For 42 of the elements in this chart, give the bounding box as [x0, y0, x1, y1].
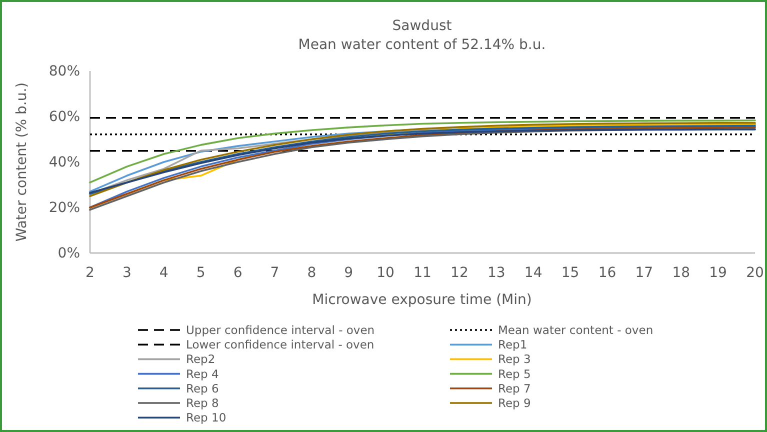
legend-label: Rep2: [186, 352, 216, 366]
x-tick-label: 17: [635, 264, 654, 281]
y-axis-title: Water content (% b.u.): [14, 82, 30, 242]
x-tick-label: 18: [672, 264, 690, 281]
legend-label: Lower confidence interval - oven: [186, 338, 374, 352]
legend-label: Rep 7: [498, 381, 531, 396]
line-series: [89, 119, 756, 184]
legend-label: Mean water content - oven: [498, 323, 654, 337]
y-tick-label: 0%: [58, 245, 80, 262]
chart-subtitle: Mean water content of 52.14% b.u.: [298, 37, 546, 53]
legend-label: Rep 10: [186, 410, 226, 425]
x-tick-label: 8: [307, 264, 316, 281]
legend-label: Rep 6: [186, 381, 219, 396]
legend-label: Upper confidence interval - oven: [186, 323, 375, 337]
x-tick-label: 3: [122, 264, 132, 281]
y-tick-label: 60%: [48, 108, 80, 125]
legend-label: Rep 5: [498, 366, 531, 381]
x-tick-label: 10: [376, 264, 394, 281]
legend-label: Rep 8: [186, 396, 219, 410]
x-axis-title: Microwave exposure time (Min): [312, 292, 532, 308]
x-tick-label: 11: [414, 264, 432, 281]
legend-label: Rep 3: [498, 352, 531, 366]
y-tick-label: 40%: [48, 154, 80, 170]
legend-label: Rep 4: [186, 366, 219, 381]
x-tick-label: 16: [598, 264, 616, 281]
x-tick-label: 6: [233, 264, 242, 281]
x-tick-label: 14: [524, 264, 542, 281]
y-tick-label: 20%: [48, 200, 80, 216]
chart-title: Sawdust: [392, 18, 452, 34]
x-tick-label: 9: [344, 264, 354, 281]
legend-label: Rep1: [498, 338, 528, 352]
x-tick-label: 13: [487, 264, 506, 281]
x-tick-label: 19: [709, 264, 727, 281]
x-tick-label: 20: [746, 264, 764, 281]
x-tick-label: 2: [86, 264, 94, 281]
x-tick-label: 15: [561, 264, 580, 281]
x-tick-label: 7: [270, 264, 280, 281]
y-tick-label: 80%: [48, 63, 80, 80]
legend-label: Rep 9: [498, 396, 531, 410]
x-tick-label: 5: [196, 264, 206, 281]
x-tick-label: 12: [450, 264, 468, 281]
x-tick-label: 4: [159, 264, 168, 281]
